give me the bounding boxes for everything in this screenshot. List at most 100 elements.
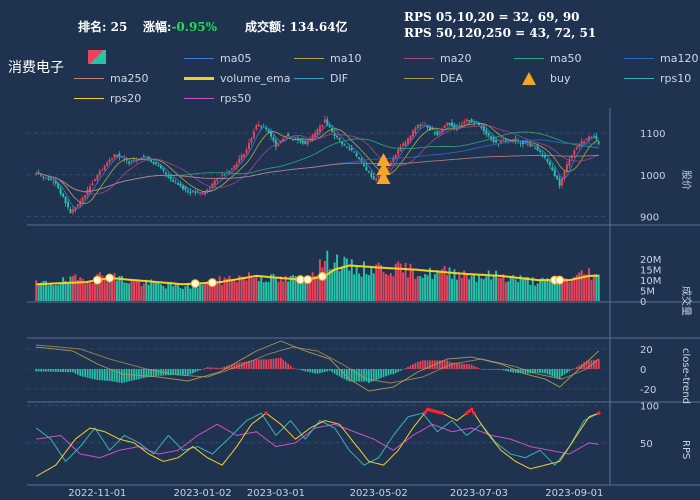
macd-bar	[194, 369, 197, 373]
rps-tick-label: 50	[640, 439, 653, 450]
volume-bar	[115, 280, 118, 301]
candle	[208, 187, 211, 188]
volume-bar	[79, 277, 82, 301]
volume-bar	[137, 281, 140, 301]
volume-bar	[473, 274, 476, 301]
macd-bar	[414, 363, 417, 369]
candle	[419, 124, 422, 126]
macd-bar	[336, 369, 338, 376]
date-tick-label: 2023-09-01	[545, 488, 603, 499]
macd-bar	[294, 368, 297, 370]
macd-bar	[465, 364, 468, 369]
candle	[443, 125, 446, 128]
macd-bar	[387, 369, 390, 376]
volume-bar	[451, 278, 454, 301]
candle	[252, 131, 255, 139]
volume-bar	[245, 280, 248, 301]
macd-bar	[490, 369, 493, 370]
volume-bar	[399, 263, 402, 301]
candle	[270, 131, 273, 137]
volume-bar	[585, 274, 588, 301]
candle	[216, 178, 219, 181]
candle	[331, 127, 334, 133]
candle	[91, 183, 94, 186]
candle	[103, 165, 106, 170]
macd-bar	[306, 369, 309, 372]
macd-bar	[167, 369, 170, 376]
volume-bar	[421, 277, 424, 301]
series-line-ma120	[36, 139, 599, 192]
macd-bar	[595, 359, 598, 369]
volume-bar	[436, 270, 439, 301]
candle	[233, 165, 236, 169]
candle	[370, 172, 373, 177]
rps-high-marker	[596, 411, 601, 415]
macd-bar	[485, 369, 488, 370]
candle	[570, 155, 573, 159]
volume-bar	[512, 275, 515, 301]
candle	[372, 176, 375, 180]
legend-swatch-ma50	[514, 58, 544, 59]
candle	[267, 130, 270, 133]
macd-bar	[441, 360, 444, 369]
macd-bar	[297, 369, 299, 370]
candle	[529, 144, 532, 147]
candle	[338, 137, 341, 140]
volume-bar	[517, 282, 520, 301]
macd-bar	[412, 364, 414, 369]
macd-bar	[507, 369, 510, 372]
macd-bar	[76, 369, 79, 375]
macd-bar	[370, 369, 373, 382]
volume-bar	[172, 286, 175, 301]
volume-bar	[531, 277, 534, 301]
volume-bar	[416, 276, 419, 301]
macd-bar	[368, 369, 370, 383]
volume-bar	[123, 282, 126, 301]
macd-bar	[191, 369, 194, 374]
candle	[81, 198, 84, 202]
volume-highlight-marker	[555, 275, 565, 285]
volume-bar	[162, 285, 165, 301]
volume-bar	[71, 276, 74, 301]
legend-label-dea: DEA	[440, 72, 463, 85]
volume-bar	[438, 271, 441, 301]
volume-bar	[45, 280, 47, 301]
volume-bar	[460, 277, 463, 301]
date-tick-label: 2023-07-03	[450, 488, 508, 499]
volume-highlight-marker	[295, 275, 305, 285]
change-label: 涨幅:-0.95%	[143, 20, 218, 34]
volume-bar	[133, 281, 136, 301]
candle	[287, 133, 290, 137]
macd-bar	[380, 369, 382, 379]
volume-bar	[534, 285, 537, 301]
candle	[431, 129, 434, 130]
macd-bar	[196, 369, 199, 372]
macd-bar	[597, 359, 600, 369]
buy-marker	[376, 171, 391, 184]
macd-bar	[475, 367, 478, 369]
macd-bar	[145, 369, 148, 378]
volume-bar	[86, 280, 89, 301]
candle	[451, 122, 454, 127]
volume-bar	[216, 281, 219, 301]
macd-bar	[487, 369, 490, 370]
candle	[238, 158, 241, 163]
rank-value: 25	[110, 20, 128, 34]
macd-bar	[209, 367, 211, 369]
macd-bar	[157, 369, 160, 376]
candle	[106, 162, 109, 167]
legend-label-rps20: rps20	[110, 92, 142, 105]
candle	[556, 175, 559, 180]
volume-bar	[431, 278, 434, 301]
macd-bar	[563, 369, 566, 375]
turnover-label: 成交额: 134.64亿	[245, 20, 348, 34]
candle	[568, 159, 571, 167]
candle	[492, 137, 495, 142]
candle	[526, 144, 529, 146]
volume-bar	[321, 267, 324, 301]
volume-bar	[262, 282, 265, 301]
volume-bar	[235, 282, 238, 301]
volume-bar	[546, 278, 549, 301]
macd-bar	[37, 369, 40, 372]
